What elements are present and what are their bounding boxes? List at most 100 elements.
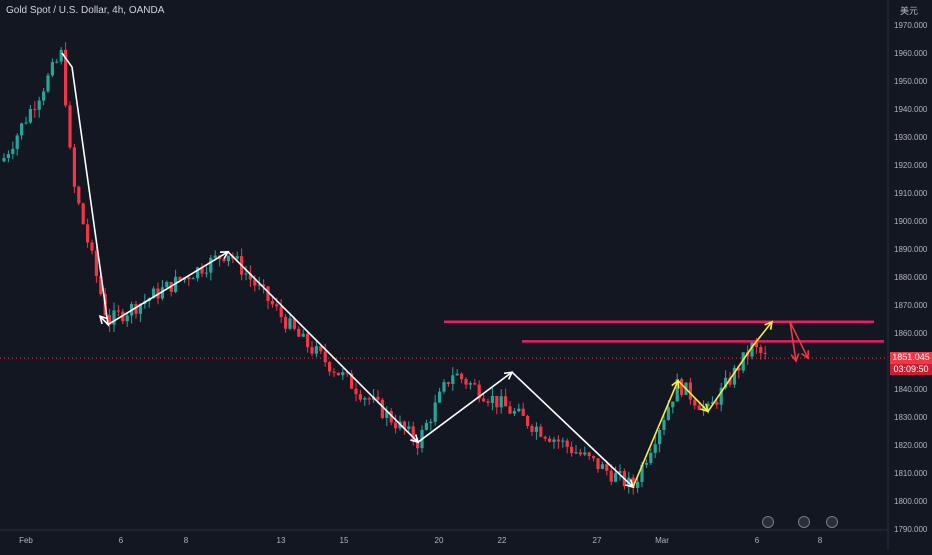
candle-body: [728, 377, 732, 385]
candle-body: [715, 402, 719, 405]
y-tick-label: 1820.000: [894, 441, 928, 450]
candle-body: [710, 402, 714, 404]
candle-body: [77, 186, 81, 204]
candle-body: [636, 481, 640, 488]
candle-body: [37, 100, 41, 110]
candle-body: [244, 273, 248, 275]
candle-body: [354, 388, 358, 395]
candle-body: [134, 304, 138, 314]
red-arrow-down-2: [789, 321, 809, 359]
candle-body: [72, 147, 76, 187]
y-tick-label: 1950.000: [894, 77, 928, 86]
white-arrow-bounce: [417, 371, 513, 443]
candle-body: [11, 148, 15, 155]
candle-body: [112, 310, 116, 325]
candle-body: [99, 275, 103, 295]
candle-body: [574, 452, 578, 454]
white-arrow-decline: [227, 251, 419, 443]
red-arrow-down-2-head: [800, 350, 810, 360]
chart-legend: Gold Spot / U.S. Dollar, 4h, OANDA: [6, 5, 164, 16]
white-arrow-drop: [61, 52, 110, 327]
candle-body: [24, 122, 28, 124]
candle-body: [55, 61, 59, 63]
x-tick-label: 22: [498, 536, 507, 545]
x-tick-label: 6: [755, 536, 760, 545]
candle-body: [15, 135, 19, 149]
candle-body: [609, 470, 613, 482]
candle-body: [367, 398, 371, 400]
candle-body: [411, 426, 415, 441]
candle-body: [565, 440, 569, 447]
candle-body: [165, 281, 169, 288]
candle-body: [6, 154, 10, 158]
candle-body: [328, 362, 332, 372]
candle-body: [336, 372, 340, 376]
candle-body: [706, 403, 710, 407]
y-tick-label: 1840.000: [894, 385, 928, 394]
candle-body: [187, 277, 191, 280]
candle-body: [292, 318, 296, 329]
candle-body: [446, 382, 450, 384]
candle-body: [160, 287, 164, 299]
y-tick-label: 1930.000: [894, 133, 928, 142]
candle-body: [125, 315, 129, 322]
candle-body: [323, 351, 327, 363]
candle-body: [754, 342, 758, 348]
candle-body: [279, 306, 283, 317]
candle-body: [759, 347, 763, 353]
candle-body: [653, 444, 657, 453]
candle-body: [380, 399, 384, 419]
candle-body: [358, 394, 362, 400]
x-tick-label: Feb: [19, 536, 33, 545]
x-tick-label: 8: [184, 536, 189, 545]
candle-body: [442, 382, 446, 392]
candle-body: [614, 472, 618, 482]
candle-body: [68, 105, 72, 148]
bar-countdown-tag: 03:09:50: [890, 364, 932, 375]
candle-body: [464, 379, 468, 385]
candle-body: [750, 342, 754, 357]
candle-body: [512, 411, 516, 414]
candle-body: [389, 411, 393, 423]
candle-body: [138, 303, 142, 314]
candle-body: [64, 49, 68, 106]
candle-body: [587, 452, 591, 457]
candle-body: [724, 377, 728, 388]
candle-body: [530, 425, 534, 432]
candle-body: [495, 395, 499, 408]
y-tick-label: 1960.000: [894, 49, 928, 58]
x-tick-label: 13: [277, 536, 286, 545]
candle-body: [675, 379, 679, 402]
current-price-tag: 1851.045: [890, 352, 932, 364]
candle-body: [191, 278, 195, 280]
candle-body: [416, 440, 420, 449]
white-arrow-rise: [107, 251, 229, 326]
candle-body: [583, 452, 587, 455]
candle-body: [640, 464, 644, 482]
candle-body: [209, 257, 213, 273]
candle-body: [526, 415, 530, 426]
candle-body: [658, 429, 662, 445]
candle-body: [108, 315, 112, 325]
currency-label: 美元: [899, 6, 918, 16]
x-tick-label: 20: [435, 536, 444, 545]
y-tick-label: 1880.000: [894, 273, 928, 282]
y-tick-label: 1920.000: [894, 161, 928, 170]
yellow-arrow-up-2-head: [764, 320, 774, 330]
candle-body: [517, 408, 521, 412]
candle-body: [341, 372, 345, 376]
red-arrow-down-1-head: [790, 353, 800, 363]
candle-body: [226, 255, 230, 262]
candle-body: [486, 401, 490, 403]
yellow-arrow-pullback: [677, 380, 709, 412]
candle-body: [534, 426, 538, 432]
yellow-arrow-up-2: [707, 321, 773, 412]
candle-body: [385, 411, 389, 419]
candle-body: [737, 367, 741, 371]
x-tick-label: Mar: [655, 536, 669, 545]
candle-body: [429, 421, 433, 424]
candle-body: [649, 452, 653, 464]
candle-body: [477, 384, 481, 399]
